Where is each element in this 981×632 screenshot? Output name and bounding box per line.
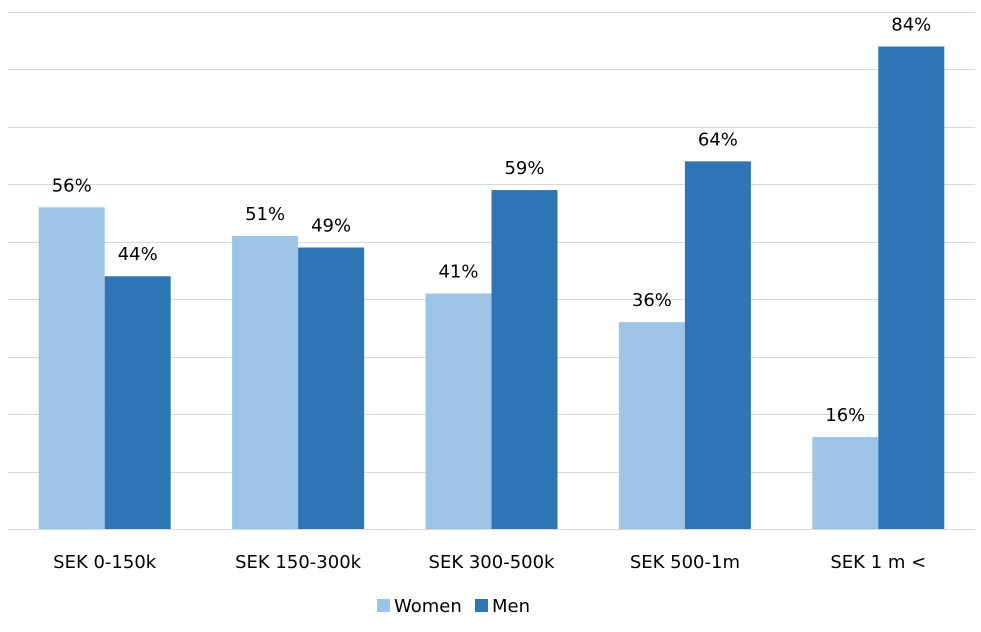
legend-label-men: Men <box>492 596 530 617</box>
bar-men-2 <box>298 247 365 529</box>
data-label-men-4: 64% <box>698 129 738 150</box>
legend-label-women: Women <box>394 596 462 617</box>
bar-women-1 <box>38 207 105 530</box>
x-tick-label: SEK 500-1m <box>630 552 740 573</box>
x-tick-label: SEK 150-300k <box>235 552 362 573</box>
data-label-men-3: 59% <box>504 158 544 179</box>
data-label-men-2: 49% <box>311 216 351 237</box>
legend-swatch-women <box>377 599 390 612</box>
x-tick-label: SEK 300-500k <box>429 552 556 573</box>
data-label-women-1: 56% <box>52 175 92 196</box>
data-label-women-5: 16% <box>825 405 865 426</box>
x-tick-label: SEK 1 m < <box>830 552 926 573</box>
legend: Women Men <box>377 596 530 617</box>
bar-men-1 <box>104 276 171 529</box>
data-labels: 56% 44% 51% 49% 41% 59% 36% 64% 16% 84% <box>52 14 932 426</box>
bar-women-5 <box>812 437 879 529</box>
data-label-women-3: 41% <box>438 261 478 282</box>
bar-women-2 <box>232 236 299 530</box>
bar-women-3 <box>425 293 492 529</box>
bars <box>38 46 945 530</box>
data-label-men-1: 44% <box>118 244 158 265</box>
bar-men-4 <box>684 161 751 529</box>
bar-men-3 <box>491 190 558 530</box>
bar-women-4 <box>618 322 685 529</box>
data-label-women-4: 36% <box>632 290 672 311</box>
bar-men-5 <box>878 46 945 529</box>
x-axis-tick-labels: SEK 0-150k SEK 150-300k SEK 300-500k SEK 50… <box>53 552 926 573</box>
x-tick-label: SEK 0-150k <box>53 552 157 573</box>
legend-swatch-men <box>475 599 488 612</box>
data-label-women-2: 51% <box>245 204 285 225</box>
data-label-men-5: 84% <box>891 14 931 35</box>
